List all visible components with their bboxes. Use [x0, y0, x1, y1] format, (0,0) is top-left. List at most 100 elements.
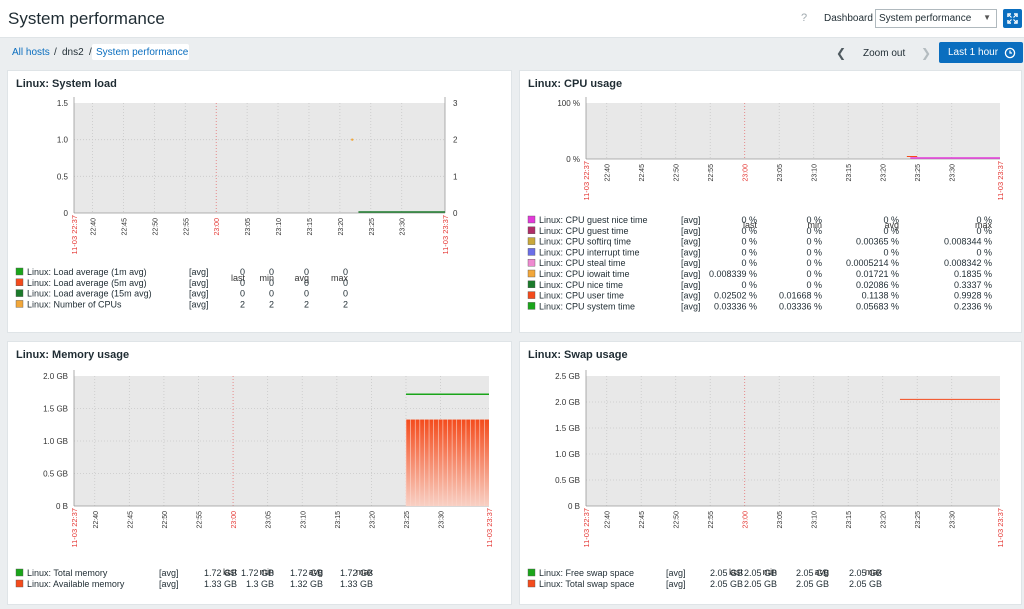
legend-value: 0 % [976, 247, 992, 257]
y-tick-label: 0 B [56, 502, 68, 511]
legend-function: [avg] [189, 289, 209, 299]
legend-value: 2 [304, 299, 309, 309]
legend-value: 1.72 GB [340, 568, 373, 578]
legend-value: 0.01668 % [779, 291, 822, 301]
legend-value: 0 % [806, 258, 822, 268]
legend-column-header: last [223, 567, 238, 577]
zoom-out-button[interactable]: Zoom out [863, 48, 906, 59]
legend-column-header: last [729, 567, 744, 577]
x-tick-label: 22:50 [674, 164, 681, 182]
legend-series-name: Linux: CPU softirq time [539, 237, 631, 247]
legend-value: 0 % [741, 215, 757, 225]
legend-value: 0 % [741, 280, 757, 290]
legend-value: 2.05 GB [796, 568, 829, 578]
legend-function: [avg] [681, 215, 701, 225]
legend-column-header: max [975, 220, 993, 230]
dashboard-label: Dashboard [824, 13, 873, 24]
legend-value: 0 % [806, 226, 822, 236]
y-tick-label: 0 [64, 209, 69, 218]
legend-swatch [527, 226, 536, 235]
breadcrumb-current[interactable]: System performance [92, 44, 189, 60]
x-end-label: 11-03 23:37 [996, 161, 1005, 200]
x-tick-label: 23:10 [812, 511, 819, 529]
legend-value: 0 % [741, 247, 757, 257]
legend-series-name: Linux: Number of CPUs [27, 299, 122, 309]
breadcrumb-all-hosts[interactable]: All hosts [12, 47, 50, 58]
legend-value: 0 % [806, 247, 822, 257]
x-tick-label: 23:00 [743, 164, 750, 182]
y2-tick-label: 0 [453, 209, 458, 218]
legend-value: 2 [240, 299, 245, 309]
y-tick-label: 0.5 GB [555, 476, 580, 485]
x-start-label: 11-03 22:37 [582, 161, 591, 200]
legend-series-name: Linux: Total swap space [539, 579, 634, 589]
x-tick-label: 23:10 [276, 218, 283, 236]
legend-swatch [15, 568, 24, 577]
y-tick-label: 1.5 GB [43, 405, 68, 414]
legend-value: 0 [240, 289, 245, 299]
legend-swatch [15, 278, 24, 287]
plot-area [74, 103, 445, 213]
legend-function: [avg] [189, 267, 209, 277]
plot-area [586, 103, 1000, 159]
plot-area [586, 376, 1000, 506]
legend-value: 2.05 GB [710, 568, 743, 578]
legend-series-name: Linux: CPU interrupt time [539, 247, 640, 257]
x-tick-label: 23:00 [231, 511, 238, 529]
legend-column-header: avg [814, 567, 829, 577]
legend-series-name: Linux: Load average (15m avg) [27, 289, 152, 299]
legend-value: 0 [269, 278, 274, 288]
legend-column-header: max [865, 567, 883, 577]
legend-value: 0 [269, 289, 274, 299]
legend-function: [avg] [681, 258, 701, 268]
breadcrumb: All hosts / dns2 / [0, 39, 1024, 67]
widget-cpu-usage: Linux: CPU usage 22:40 22:45 22:50 22:55 23:… [519, 70, 1022, 333]
x-tick-label: 23:05 [777, 164, 784, 182]
x-tick-label: 23:25 [915, 164, 922, 182]
legend-value: 0.008344 % [944, 237, 992, 247]
legend-column-header: min [259, 273, 274, 283]
legend-value: 2.05 GB [849, 568, 882, 578]
y-tick-label: 2.5 GB [555, 372, 580, 381]
legend-value: 0.03336 % [714, 301, 757, 311]
x-tick-label: 23:05 [777, 511, 784, 529]
legend-value: 1.72 GB [204, 568, 237, 578]
time-range-button[interactable]: Last 1 hour [939, 42, 1023, 63]
legend-function: [avg] [681, 301, 701, 311]
x-tick-label: 22:40 [91, 218, 98, 236]
legend-value: 0 % [883, 226, 899, 236]
legend-value: 0 % [806, 237, 822, 247]
legend-column-header: max [356, 567, 374, 577]
legend-function: [avg] [681, 280, 701, 290]
legend-series-name: Linux: CPU nice time [539, 280, 623, 290]
x-tick-label: 23:30 [439, 511, 446, 529]
x-end-label: 11-03 23:37 [996, 508, 1005, 547]
legend-swatch [15, 289, 24, 297]
breadcrumb-host[interactable]: dns2 [62, 47, 84, 58]
x-tick-label: 23:30 [950, 164, 957, 182]
x-end-label: 11-03 23:37 [441, 215, 450, 254]
legend-column-header: min [259, 567, 274, 577]
x-tick-label: 23:20 [881, 511, 888, 529]
chevron-right-icon[interactable]: ❯ [921, 46, 932, 60]
y-tick-label: 0.5 [57, 172, 69, 181]
legend-series-name: Linux: CPU iowait time [539, 269, 630, 279]
legend-value: 2 [269, 299, 274, 309]
x-tick-label: 22:45 [639, 511, 646, 529]
legend-value: 1.72 GB [290, 568, 323, 578]
x-tick-label: 23:15 [846, 164, 853, 182]
chevron-left-icon[interactable]: ❮ [836, 46, 847, 60]
widget-swap-usage: Linux: Swap usage 22:40 22:45 22:50 22:55 23… [519, 341, 1022, 605]
legend-value: 0 [304, 289, 309, 299]
x-tick-label: 23:15 [846, 511, 853, 529]
x-tick-label: 22:55 [708, 164, 715, 182]
x-tick-label: 22:50 [162, 511, 169, 529]
x-tick-label: 23:30 [400, 218, 407, 236]
legend-value: 0 [343, 278, 348, 288]
fullscreen-button[interactable] [1003, 9, 1022, 28]
legend-value: 0.3337 % [954, 280, 992, 290]
legend-swatch [527, 248, 536, 256]
legend-swatch [527, 215, 536, 224]
dashboard-select[interactable]: System performance ▼ [875, 9, 997, 28]
help-icon[interactable]: ? [801, 12, 808, 24]
